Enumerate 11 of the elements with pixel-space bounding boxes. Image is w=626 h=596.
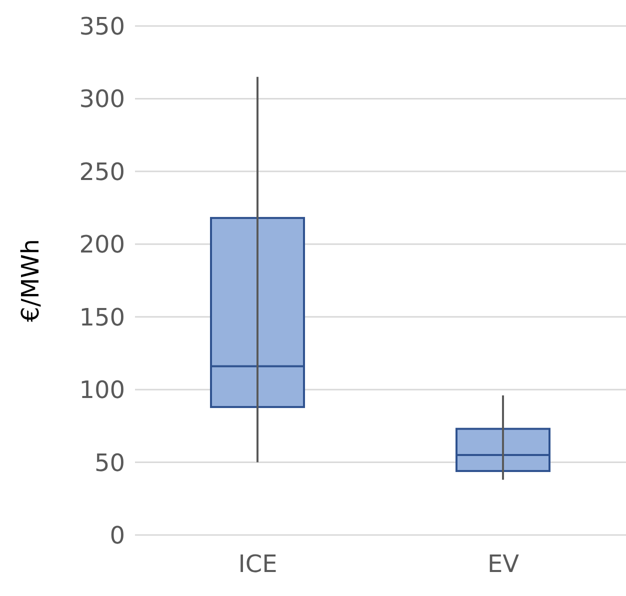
x-tick-label: ICE (238, 550, 278, 578)
y-tick-label: 100 (79, 376, 125, 404)
y-tick-label: 150 (79, 303, 125, 332)
y-tick-label: 250 (79, 158, 125, 186)
y-axis-title: €/MWh (16, 238, 45, 322)
x-tick-label: EV (487, 550, 520, 578)
y-tick-label: 0 (110, 522, 125, 550)
y-tick-label: 50 (94, 448, 125, 477)
y-tick-label: 300 (79, 85, 125, 114)
y-tick-label: 200 (79, 230, 125, 259)
y-tick-label: 350 (79, 12, 125, 41)
